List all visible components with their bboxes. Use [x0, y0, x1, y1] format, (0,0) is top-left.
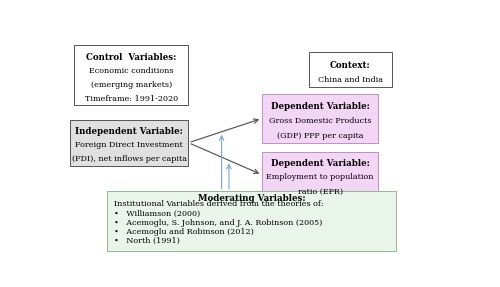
- Text: Moderating Variables:: Moderating Variables:: [198, 194, 305, 203]
- FancyBboxPatch shape: [262, 152, 378, 198]
- Text: ratio (EPR): ratio (EPR): [298, 187, 343, 195]
- Text: •   Williamson (2000): • Williamson (2000): [114, 210, 200, 218]
- FancyBboxPatch shape: [74, 45, 188, 105]
- Text: China and India: China and India: [318, 76, 382, 84]
- Text: Timeframe: 1991-2020: Timeframe: 1991-2020: [84, 95, 178, 103]
- Text: (FDI), net inflows per capita: (FDI), net inflows per capita: [72, 155, 187, 163]
- Text: Gross Domestic Products: Gross Domestic Products: [269, 117, 372, 125]
- Text: •   Acemoglu, S. Johnson, and J. A. Robinson (2005): • Acemoglu, S. Johnson, and J. A. Robins…: [114, 219, 322, 227]
- Text: Context:: Context:: [330, 61, 370, 69]
- FancyBboxPatch shape: [107, 191, 396, 251]
- Text: •   Acemoglu and Robinson (2012): • Acemoglu and Robinson (2012): [114, 228, 254, 236]
- FancyBboxPatch shape: [308, 52, 392, 88]
- Text: (GDP) PPP per capita: (GDP) PPP per capita: [277, 132, 364, 140]
- Text: Independent Variable:: Independent Variable:: [76, 127, 184, 136]
- FancyBboxPatch shape: [262, 94, 378, 143]
- Text: Institutional Variables derived from the theories of:: Institutional Variables derived from the…: [114, 200, 324, 208]
- FancyBboxPatch shape: [70, 119, 188, 166]
- Text: Economic conditions: Economic conditions: [89, 67, 174, 75]
- Text: Foreign Direct Investment: Foreign Direct Investment: [76, 141, 183, 149]
- Text: Dependent Variable:: Dependent Variable:: [271, 159, 370, 168]
- Text: Employment to population: Employment to population: [266, 173, 374, 181]
- Text: •   North (1991): • North (1991): [114, 237, 180, 245]
- Text: (emerging markets): (emerging markets): [90, 81, 172, 89]
- Text: Control  Variables:: Control Variables:: [86, 53, 176, 62]
- Text: Dependent Variable:: Dependent Variable:: [271, 102, 370, 111]
